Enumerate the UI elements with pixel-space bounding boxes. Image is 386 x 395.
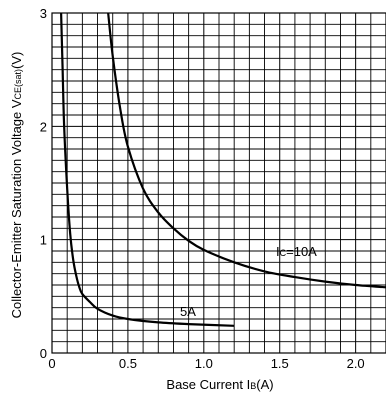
plot-frame: [51, 12, 386, 354]
y-tick-label: 2: [40, 119, 47, 134]
y-axis-label: Collector-Emitter Saturation Voltage VCE…: [9, 52, 24, 319]
curve-5a: [60, 12, 235, 327]
data-curves: [60, 12, 386, 327]
x-tick-label: 1.5: [271, 356, 289, 371]
x-axis-label: Base Current IB(A): [166, 377, 273, 392]
y-tick-label: 3: [40, 6, 47, 21]
x-tick-label: 0: [48, 356, 55, 371]
y-tick-label: 0: [40, 346, 47, 361]
x-tick-label: 2.0: [347, 356, 365, 371]
series-label-5a: 5A: [180, 304, 196, 319]
curve-10a: [107, 12, 386, 289]
tick-labels: 0 0.5 1.0 1.5 2.0 0 1 2 3: [40, 6, 365, 371]
x-tick-label: 0.5: [119, 356, 137, 371]
grid-lines: [52, 13, 386, 353]
y-tick-label: 1: [40, 233, 47, 248]
x-tick-label: 1.0: [195, 356, 213, 371]
series-label-10a: IC=10A: [276, 244, 317, 259]
